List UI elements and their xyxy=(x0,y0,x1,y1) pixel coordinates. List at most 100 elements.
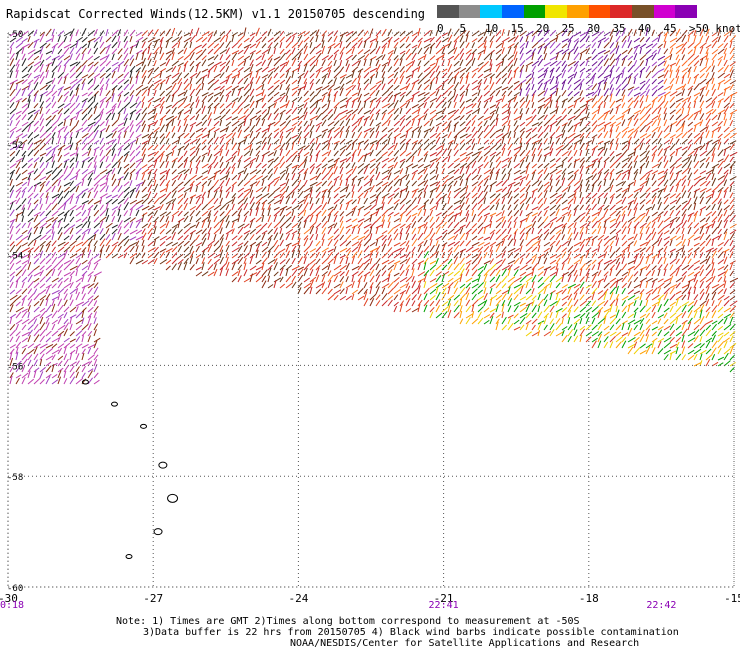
wind-barb xyxy=(291,233,295,241)
wind-barb xyxy=(291,245,297,253)
wind-barb xyxy=(705,65,712,73)
wind-barb xyxy=(567,174,574,181)
wind-barb xyxy=(615,247,621,253)
wind-barb xyxy=(717,158,724,163)
wind-barb xyxy=(543,96,552,103)
wind-barb xyxy=(111,194,118,199)
wind-barb xyxy=(357,176,364,181)
wind-barb xyxy=(159,248,167,253)
wind-barb xyxy=(9,131,15,139)
wind-barb xyxy=(609,264,615,271)
wind-barb xyxy=(717,266,725,271)
wind-barb xyxy=(555,229,562,235)
wind-barb xyxy=(51,256,58,265)
wind-barb xyxy=(309,138,315,145)
wind-barb xyxy=(267,173,273,181)
wind-barb xyxy=(327,129,332,139)
wind-barb xyxy=(441,47,446,55)
wind-barb xyxy=(411,94,415,103)
wind-barb xyxy=(717,109,726,115)
wind-barb xyxy=(687,53,695,61)
wind-barb xyxy=(219,30,226,37)
wind-barb xyxy=(369,263,377,271)
wind-barb xyxy=(531,246,538,253)
wind-barb xyxy=(633,221,640,229)
wind-barb xyxy=(423,257,429,265)
wind-barb xyxy=(249,35,255,43)
wind-barb xyxy=(327,43,336,49)
wind-barb xyxy=(327,121,335,127)
wind-barb xyxy=(189,229,196,235)
wind-barb xyxy=(567,209,572,217)
wind-barb xyxy=(213,65,218,73)
wind-barb xyxy=(489,161,493,169)
wind-barb xyxy=(111,228,118,235)
wind-barb xyxy=(501,47,505,55)
wind-barb xyxy=(303,42,308,49)
wind-barb xyxy=(447,258,453,265)
wind-barb xyxy=(381,36,390,43)
wind-barb xyxy=(153,159,158,169)
wind-barb xyxy=(405,173,410,181)
wind-barb xyxy=(621,196,627,205)
wind-barb xyxy=(543,184,550,193)
wind-barb xyxy=(381,264,387,271)
wind-barb xyxy=(123,229,130,235)
wind-barb xyxy=(513,247,521,253)
wind-barb xyxy=(159,153,164,163)
wind-barb xyxy=(453,163,461,169)
wind-barb xyxy=(525,184,531,193)
wind-barb xyxy=(585,140,592,145)
wind-barb xyxy=(621,234,627,241)
wind-barb xyxy=(189,194,197,199)
wind-barb xyxy=(339,120,345,127)
wind-barb xyxy=(453,256,458,265)
wind-barb xyxy=(399,95,405,103)
wind-barb xyxy=(9,41,15,49)
wind-barb xyxy=(159,203,164,211)
wind-barb xyxy=(369,158,376,163)
wind-barb xyxy=(621,144,628,151)
wind-barb xyxy=(183,53,191,61)
wind-barb xyxy=(225,85,233,91)
wind-barb xyxy=(657,237,663,247)
wind-barb xyxy=(687,70,691,79)
wind-barb xyxy=(57,232,63,241)
wind-barb xyxy=(375,208,380,217)
wind-barb xyxy=(567,125,574,133)
wind-barb xyxy=(117,122,125,127)
wind-barb xyxy=(537,67,544,73)
wind-barb xyxy=(615,269,622,277)
wind-barb xyxy=(237,223,245,229)
wind-barb xyxy=(261,74,269,79)
wind-barb xyxy=(243,126,250,133)
wind-barb xyxy=(273,30,281,37)
wind-barb xyxy=(195,234,200,241)
wind-barb xyxy=(147,42,152,49)
wind-barb xyxy=(519,176,527,181)
wind-barb xyxy=(687,204,693,211)
wind-barb xyxy=(81,92,88,97)
wind-barb xyxy=(381,62,389,67)
wind-barb xyxy=(159,62,167,67)
wind-barb xyxy=(435,161,440,169)
wind-barb xyxy=(597,127,605,133)
wind-barb xyxy=(441,143,445,151)
wind-barb xyxy=(45,115,52,121)
wind-barb xyxy=(591,54,598,61)
wind-barb xyxy=(231,166,236,175)
wind-barb xyxy=(723,231,728,241)
wind-barb xyxy=(213,268,218,277)
wind-barb xyxy=(591,124,598,133)
wind-barb xyxy=(435,197,442,205)
wind-barb xyxy=(357,218,365,223)
wind-barb xyxy=(375,234,384,241)
wind-barb xyxy=(627,155,633,163)
wind-barb xyxy=(27,177,31,187)
wind-barb xyxy=(603,110,611,115)
wind-barb xyxy=(201,185,204,193)
wind-barb xyxy=(483,205,490,211)
wind-barb xyxy=(207,210,212,217)
wind-barb xyxy=(645,94,649,103)
wind-barb xyxy=(543,266,552,271)
